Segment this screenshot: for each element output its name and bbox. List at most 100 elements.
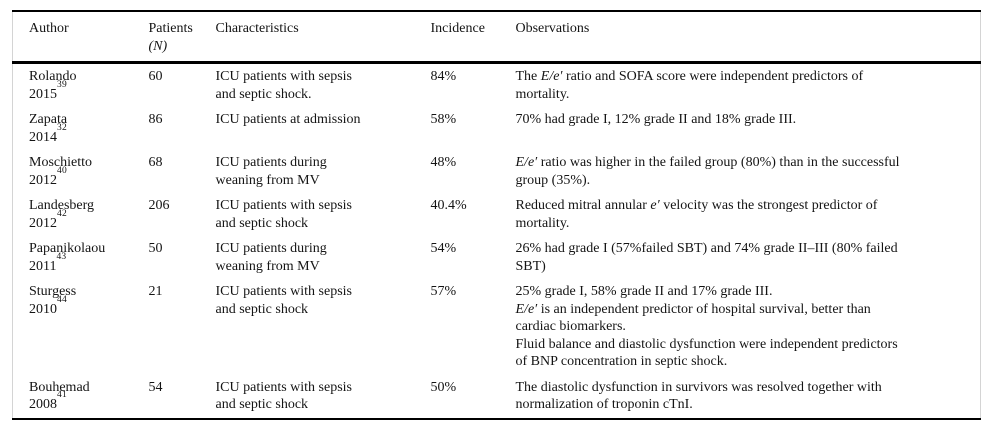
table-row: Papanikolaou 201143 50 ICU patients during w… (13, 236, 981, 279)
characteristics-line: ICU patients at admission (215, 112, 361, 127)
patients-cell: 21 (148, 284, 163, 299)
characteristics-cell: ICU patients during weaning from MV (216, 150, 431, 193)
patients-cell: 54 (148, 379, 163, 395)
incidence-cell: 84% (430, 69, 457, 84)
observations-cell: 25% grade I, 58% grade II and 17% grade … (516, 279, 981, 375)
characteristics-line: ICU patients with sepsis (215, 379, 353, 395)
author-year: 201143 (29, 251, 67, 274)
incidence-cell: 50% (430, 379, 457, 395)
characteristics-cell: ICU patients with sepsis and septic shock (216, 193, 431, 236)
incidence-cell: 54% (430, 241, 457, 256)
author-year: 201240 (29, 165, 67, 188)
author-name: Zapata (29, 112, 68, 127)
patients-cell: 86 (148, 112, 163, 127)
author-cell: Sturgess 201044 (13, 279, 149, 375)
observation-line: mortality. (515, 86, 570, 102)
author-year: 201242 (29, 208, 67, 231)
characteristics-line: and septic shock (215, 215, 309, 231)
citation-ref: 43 (56, 251, 67, 262)
patients-cell: 206 (148, 198, 170, 213)
col-header-author-label: Author (29, 21, 69, 36)
author-cell: Bouhemad 200841 (13, 375, 149, 419)
author-year: 201432 (29, 122, 67, 145)
table-row: Rolando 201539 60 ICU patients with sepsis a… (13, 63, 981, 108)
citation-ref: 42 (57, 208, 67, 219)
incidence-cell: 48% (430, 155, 457, 170)
col-header-author: Author (13, 11, 149, 63)
observation-line: The E/e′ ratio and SOFA score were indep… (515, 69, 864, 84)
author-name: Moschietto (29, 155, 92, 170)
observation-line: cardiac biomarkers. (515, 319, 626, 334)
characteristics-line: and septic shock (215, 301, 309, 317)
author-name: Rolando (29, 69, 77, 84)
citation-ref: 39 (57, 79, 67, 90)
observation-line: E/e′ is an independent predictor of hosp… (515, 301, 871, 317)
incidence-cell: 58% (430, 112, 457, 127)
characteristics-line: weaning from MV (215, 172, 320, 188)
patients-cell: 50 (148, 241, 163, 256)
characteristics-line: ICU patients during (215, 241, 327, 256)
col-header-observations-label: Observations (515, 21, 590, 36)
characteristics-line: ICU patients with sepsis (215, 284, 353, 299)
observation-line: of BNP concentration in septic shock. (515, 354, 728, 369)
table-body: Rolando 201539 60 ICU patients with sepsis a… (13, 63, 981, 419)
col-header-incidence-label: Incidence (430, 21, 485, 36)
characteristics-line: weaning from MV (215, 258, 320, 274)
observation-line: Fluid balance and diastolic dysfunction … (515, 336, 898, 352)
observation-line: 25% grade I, 58% grade II and 17% grade … (515, 284, 773, 299)
characteristics-cell: ICU patients with sepsis and septic shock… (216, 63, 431, 108)
observations-cell: Reduced mitral annular e′ velocity was t… (516, 193, 981, 236)
col-header-characteristics: Characteristics (216, 11, 431, 63)
incidence-cell: 57% (430, 284, 457, 299)
col-header-patients-sub: (N) (149, 38, 206, 56)
patients-n-symbol: (N) (148, 38, 168, 54)
observations-cell: 26% had grade I (57%failed SBT) and 74% … (516, 236, 981, 279)
col-header-patients: Patients (N) (149, 11, 216, 63)
author-cell: Zapata 201432 (13, 107, 149, 150)
patients-cell: 68 (148, 155, 163, 170)
author-cell: Rolando 201539 (13, 63, 149, 108)
characteristics-cell: ICU patients with sepsis and septic shock (216, 375, 431, 419)
citation-ref: 32 (57, 122, 67, 133)
incidence-cell: 40.4% (430, 198, 467, 213)
citation-ref: 44 (57, 294, 67, 305)
characteristics-line: ICU patients during (215, 155, 327, 170)
studies-table: Author Patients (N) Characteristics Inci… (12, 10, 981, 420)
table-row: Zapata 201432 86 ICU patients at admission 5… (13, 107, 981, 150)
characteristics-line: ICU patients with sepsis (215, 198, 353, 213)
observations-cell: The diastolic dysfunction in survivors w… (516, 375, 981, 419)
header-row: Author Patients (N) Characteristics Inci… (12, 11, 981, 63)
observation-line: mortality. (515, 215, 570, 231)
observation-line: 26% had grade I (57%failed SBT) and 74% … (515, 241, 898, 256)
observations-cell: E/e′ ratio was higher in the failed grou… (516, 150, 981, 193)
author-name: Bouhemad (29, 379, 90, 395)
characteristics-cell: ICU patients with sepsis and septic shock (216, 279, 431, 375)
author-year: 201539 (29, 79, 67, 102)
col-header-patients-label: Patients (148, 21, 193, 36)
characteristics-line: ICU patients with sepsis (215, 69, 353, 84)
author-cell: Papanikolaou 201143 (13, 236, 149, 279)
characteristics-cell: ICU patients at admission (216, 107, 431, 150)
observation-line: The diastolic dysfunction in survivors w… (515, 379, 882, 395)
characteristics-line: and septic shock. (215, 86, 312, 102)
citation-ref: 41 (57, 390, 67, 401)
table-row: Sturgess 201044 21 ICU patients with sepsis… (13, 279, 981, 375)
author-cell: Landesberg 201242 (13, 193, 149, 236)
author-cell: Moschietto 201240 (13, 150, 149, 193)
author-year: 200841 (29, 390, 67, 412)
observation-line: 70% had grade I, 12% grade II and 18% gr… (515, 112, 797, 127)
author-name: Sturgess (29, 284, 77, 299)
author-name: Papanikolaou (29, 241, 106, 256)
observation-line: normalization of troponin cTnI. (515, 397, 693, 412)
table-header: Author Patients (N) Characteristics Inci… (12, 11, 981, 63)
citation-ref: 40 (57, 165, 67, 176)
observation-line: Reduced mitral annular e′ velocity was t… (515, 198, 878, 213)
table-row: Landesberg 201242 206 ICU patients with sep… (13, 193, 981, 236)
col-header-observations: Observations (516, 11, 981, 63)
table-row: Bouhemad 200841 54 ICU patients with sepsis… (13, 375, 981, 419)
observation-line: group (35%). (515, 172, 591, 188)
author-year: 201044 (29, 294, 67, 317)
observations-cell: The E/e′ ratio and SOFA score were indep… (516, 63, 981, 108)
author-name: Landesberg (29, 198, 95, 213)
